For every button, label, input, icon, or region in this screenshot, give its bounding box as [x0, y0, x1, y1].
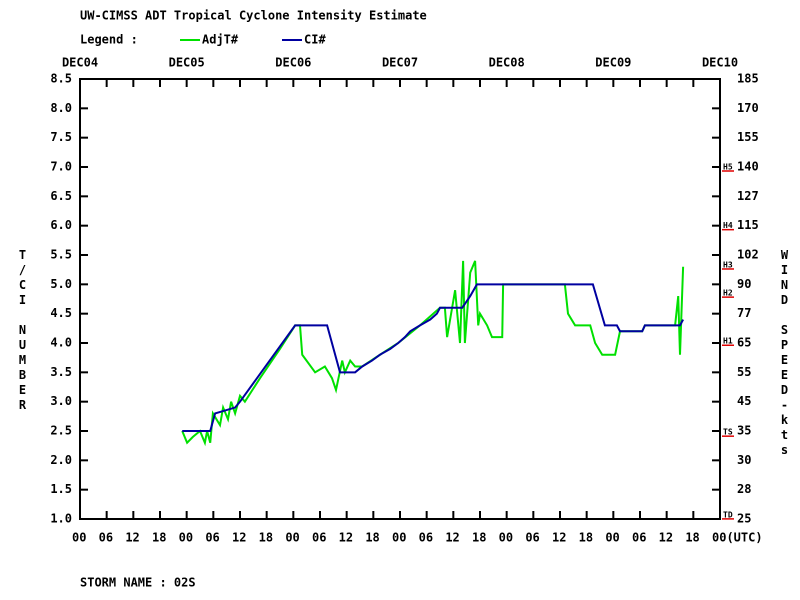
y2-tick-label: 45	[737, 394, 751, 408]
y-tick-label: 2.5	[50, 424, 72, 438]
y-tick-label: 5.0	[50, 277, 72, 291]
intensity-marker-label: TD	[723, 510, 733, 519]
y-tick-label: 2.0	[50, 453, 72, 467]
x-tick-label: 06	[419, 531, 433, 545]
footer: STORM NAME : 02S	[80, 576, 196, 590]
x-tick-label: 00	[499, 531, 513, 545]
y-tick-label: 1.5	[50, 482, 72, 496]
y2-axis-label: WIND SPEED-kts	[778, 248, 792, 458]
y-tick-label: 1.0	[50, 512, 72, 526]
x-tick-label: 06	[632, 531, 646, 545]
x-tick-label: 18	[152, 531, 166, 545]
x-tick-label: 00	[285, 531, 299, 545]
x-tick-label: 00	[605, 531, 619, 545]
intensity-marker-label: H3	[723, 260, 733, 269]
y2-tick-label: 185	[737, 72, 759, 86]
y2-tick-label: 28	[737, 482, 751, 496]
plot-frame	[79, 78, 721, 520]
y-tick-label: 3.0	[50, 394, 72, 408]
y2-tick-label: 115	[737, 218, 759, 232]
y-tick-label: 3.5	[50, 365, 72, 379]
chart-title: UW-CIMSS ADT Tropical Cyclone Intensity …	[80, 9, 427, 23]
series-line	[182, 283, 684, 432]
x-tick-label: 00	[392, 531, 406, 545]
x-tick-label: 00(UTC)	[712, 531, 763, 545]
x-tick-label: 06	[205, 531, 219, 545]
y2-tick-label: 55	[737, 365, 751, 379]
intensity-marker-label: TS	[723, 428, 733, 437]
intensity-marker-label: H1	[723, 337, 733, 346]
y2-tick-label: 65	[737, 336, 751, 350]
y2-tick-label: 155	[737, 130, 759, 144]
top-date-label: DEC06	[275, 56, 311, 70]
series-line	[181, 260, 685, 447]
y2-tick-label: 35	[737, 424, 751, 438]
top-date-label: DEC07	[382, 56, 418, 70]
y-tick-label: 7.0	[50, 160, 72, 174]
x-tick-label: 12	[125, 531, 139, 545]
intensity-marker-label: H4	[723, 221, 733, 230]
y-tick-label: 6.5	[50, 189, 72, 203]
y-tick-label: 8.0	[50, 101, 72, 115]
y-axis-label: T/CI NUMBER	[16, 248, 30, 413]
legend-label: Legend :	[80, 33, 138, 47]
x-tick-label: 18	[365, 531, 379, 545]
x-tick-label: 12	[552, 531, 566, 545]
x-tick-label: 00	[179, 531, 193, 545]
legend-entry: AdjT#	[202, 33, 239, 47]
y2-tick-label: 170	[737, 101, 759, 115]
x-tick-label: 06	[525, 531, 539, 545]
x-tick-label: 18	[472, 531, 486, 545]
top-date-label: DEC05	[169, 56, 205, 70]
top-date-label: DEC08	[489, 56, 525, 70]
y-tick-label: 8.5	[50, 72, 72, 86]
intensity-marker-label: H2	[723, 289, 733, 298]
y2-tick-label: 77	[737, 306, 751, 320]
x-tick-label: 12	[659, 531, 673, 545]
x-tick-label: 12	[339, 531, 353, 545]
y-tick-label: 4.0	[50, 336, 72, 350]
y2-tick-label: 25	[737, 512, 751, 526]
top-date-label: DEC10	[702, 56, 738, 70]
x-tick-label: 18	[685, 531, 699, 545]
y2-tick-label: 30	[737, 453, 751, 467]
x-tick-label: 18	[579, 531, 593, 545]
top-date-label: DEC09	[595, 56, 631, 70]
x-tick-label: 00	[72, 531, 86, 545]
top-date-label: DEC04	[62, 56, 98, 70]
y-tick-label: 5.5	[50, 248, 72, 262]
y2-tick-label: 102	[737, 248, 759, 262]
x-tick-label: 12	[445, 531, 459, 545]
y-tick-label: 6.0	[50, 218, 72, 232]
x-tick-label: 06	[312, 531, 326, 545]
x-tick-label: 18	[259, 531, 273, 545]
y2-tick-label: 90	[737, 277, 751, 291]
legend-entry: CI#	[304, 33, 326, 47]
x-tick-label: 06	[99, 531, 113, 545]
y-tick-label: 7.5	[50, 130, 72, 144]
y2-tick-label: 140	[737, 160, 759, 174]
x-tick-label: 12	[232, 531, 246, 545]
y2-tick-label: 127	[737, 189, 759, 203]
y-tick-label: 4.5	[50, 306, 72, 320]
intensity-marker-label: H5	[723, 163, 733, 172]
